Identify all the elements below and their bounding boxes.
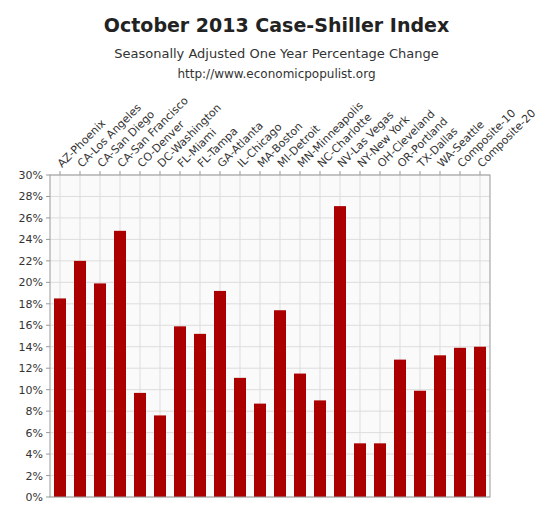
bar	[134, 393, 146, 497]
y-tick	[46, 175, 50, 176]
y-tick-label: 0%	[26, 491, 43, 504]
x-tick	[60, 171, 61, 175]
x-tick	[260, 171, 261, 175]
title: October 2013 Case-Shiller Index	[104, 14, 449, 36]
x-tick	[460, 171, 461, 175]
y-tick	[46, 411, 50, 412]
x-tick	[120, 171, 121, 175]
y-tick	[46, 368, 50, 369]
y-tick	[46, 454, 50, 455]
x-tick	[320, 171, 321, 175]
bar	[454, 348, 466, 497]
y-grid-line	[50, 217, 490, 218]
annotation: http://www.economicpopulist.org	[177, 67, 375, 81]
bar	[294, 374, 306, 497]
y-tick-label: 6%	[26, 427, 43, 440]
x-tick	[160, 171, 161, 175]
y-tick	[46, 196, 50, 197]
y-tick	[46, 303, 50, 304]
grid	[50, 175, 490, 497]
y-tick	[46, 497, 50, 498]
x-tick	[220, 171, 221, 175]
bar	[174, 326, 186, 497]
x-tick	[440, 171, 441, 175]
x-tick	[280, 171, 281, 175]
y-tick	[46, 282, 50, 283]
bar	[474, 347, 486, 497]
bar	[234, 378, 246, 497]
bar	[214, 291, 226, 497]
y-tick	[46, 475, 50, 476]
x-tick	[300, 171, 301, 175]
x-tick	[480, 171, 481, 175]
bar	[334, 206, 346, 497]
x-tick	[80, 171, 81, 175]
x-axis: AZ-PhoenixCA-Los AngelesCA-San DiegoCA-S…	[55, 94, 538, 175]
y-tick-label: 16%	[19, 319, 43, 332]
x-tick	[240, 171, 241, 175]
bar	[394, 360, 406, 497]
bar	[94, 283, 106, 497]
bar	[354, 443, 366, 497]
subtitle: Seasonally Adjusted One Year Percentage …	[114, 46, 439, 61]
bar	[374, 443, 386, 497]
y-axis: 0% 2% 4% 6% 8% 10% 12% 14% 16% 18% 20% 22% 24% 26% 28%…	[19, 169, 50, 504]
bar	[114, 231, 126, 497]
bar	[274, 310, 286, 497]
bars	[54, 206, 486, 497]
y-tick-label: 28%	[19, 190, 43, 203]
y-tick-label: 18%	[19, 298, 43, 311]
y-tick	[46, 217, 50, 218]
y-tick-label: 12%	[19, 362, 43, 375]
y-tick-label: 24%	[19, 233, 43, 246]
y-tick	[46, 260, 50, 261]
bar	[194, 334, 206, 497]
plot-frame	[50, 175, 490, 497]
bar	[254, 404, 266, 497]
bar	[314, 400, 326, 497]
x-tick	[400, 171, 401, 175]
bar	[54, 298, 66, 497]
y-tick-label: 22%	[19, 255, 43, 268]
y-tick-label: 20%	[19, 276, 43, 289]
x-tick	[200, 171, 201, 175]
x-tick	[380, 171, 381, 175]
y-tick-label: 4%	[26, 448, 43, 461]
y-tick	[46, 389, 50, 390]
x-tick	[100, 171, 101, 175]
y-tick	[46, 239, 50, 240]
x-tick	[360, 171, 361, 175]
plot-area	[50, 175, 490, 497]
y-tick-label: 14%	[19, 341, 43, 354]
x-tick	[420, 171, 421, 175]
x-tick	[180, 171, 181, 175]
y-tick	[46, 325, 50, 326]
y-tick-label: 26%	[19, 212, 43, 225]
bar	[414, 391, 426, 497]
y-tick-label: 8%	[26, 405, 43, 418]
y-tick	[46, 432, 50, 433]
y-tick-label: 2%	[26, 470, 43, 483]
y-grid-line	[50, 196, 490, 197]
y-tick-label: 30%	[19, 169, 43, 182]
x-tick-label: Composite-20	[475, 107, 538, 170]
y-tick	[46, 346, 50, 347]
chart: October 2013 Case-Shiller Index Seasonall…	[0, 0, 553, 517]
bar	[74, 261, 86, 497]
x-tick	[140, 171, 141, 175]
bar	[434, 355, 446, 497]
bar	[154, 415, 166, 497]
y-tick-label: 10%	[19, 384, 43, 397]
x-tick	[340, 171, 341, 175]
